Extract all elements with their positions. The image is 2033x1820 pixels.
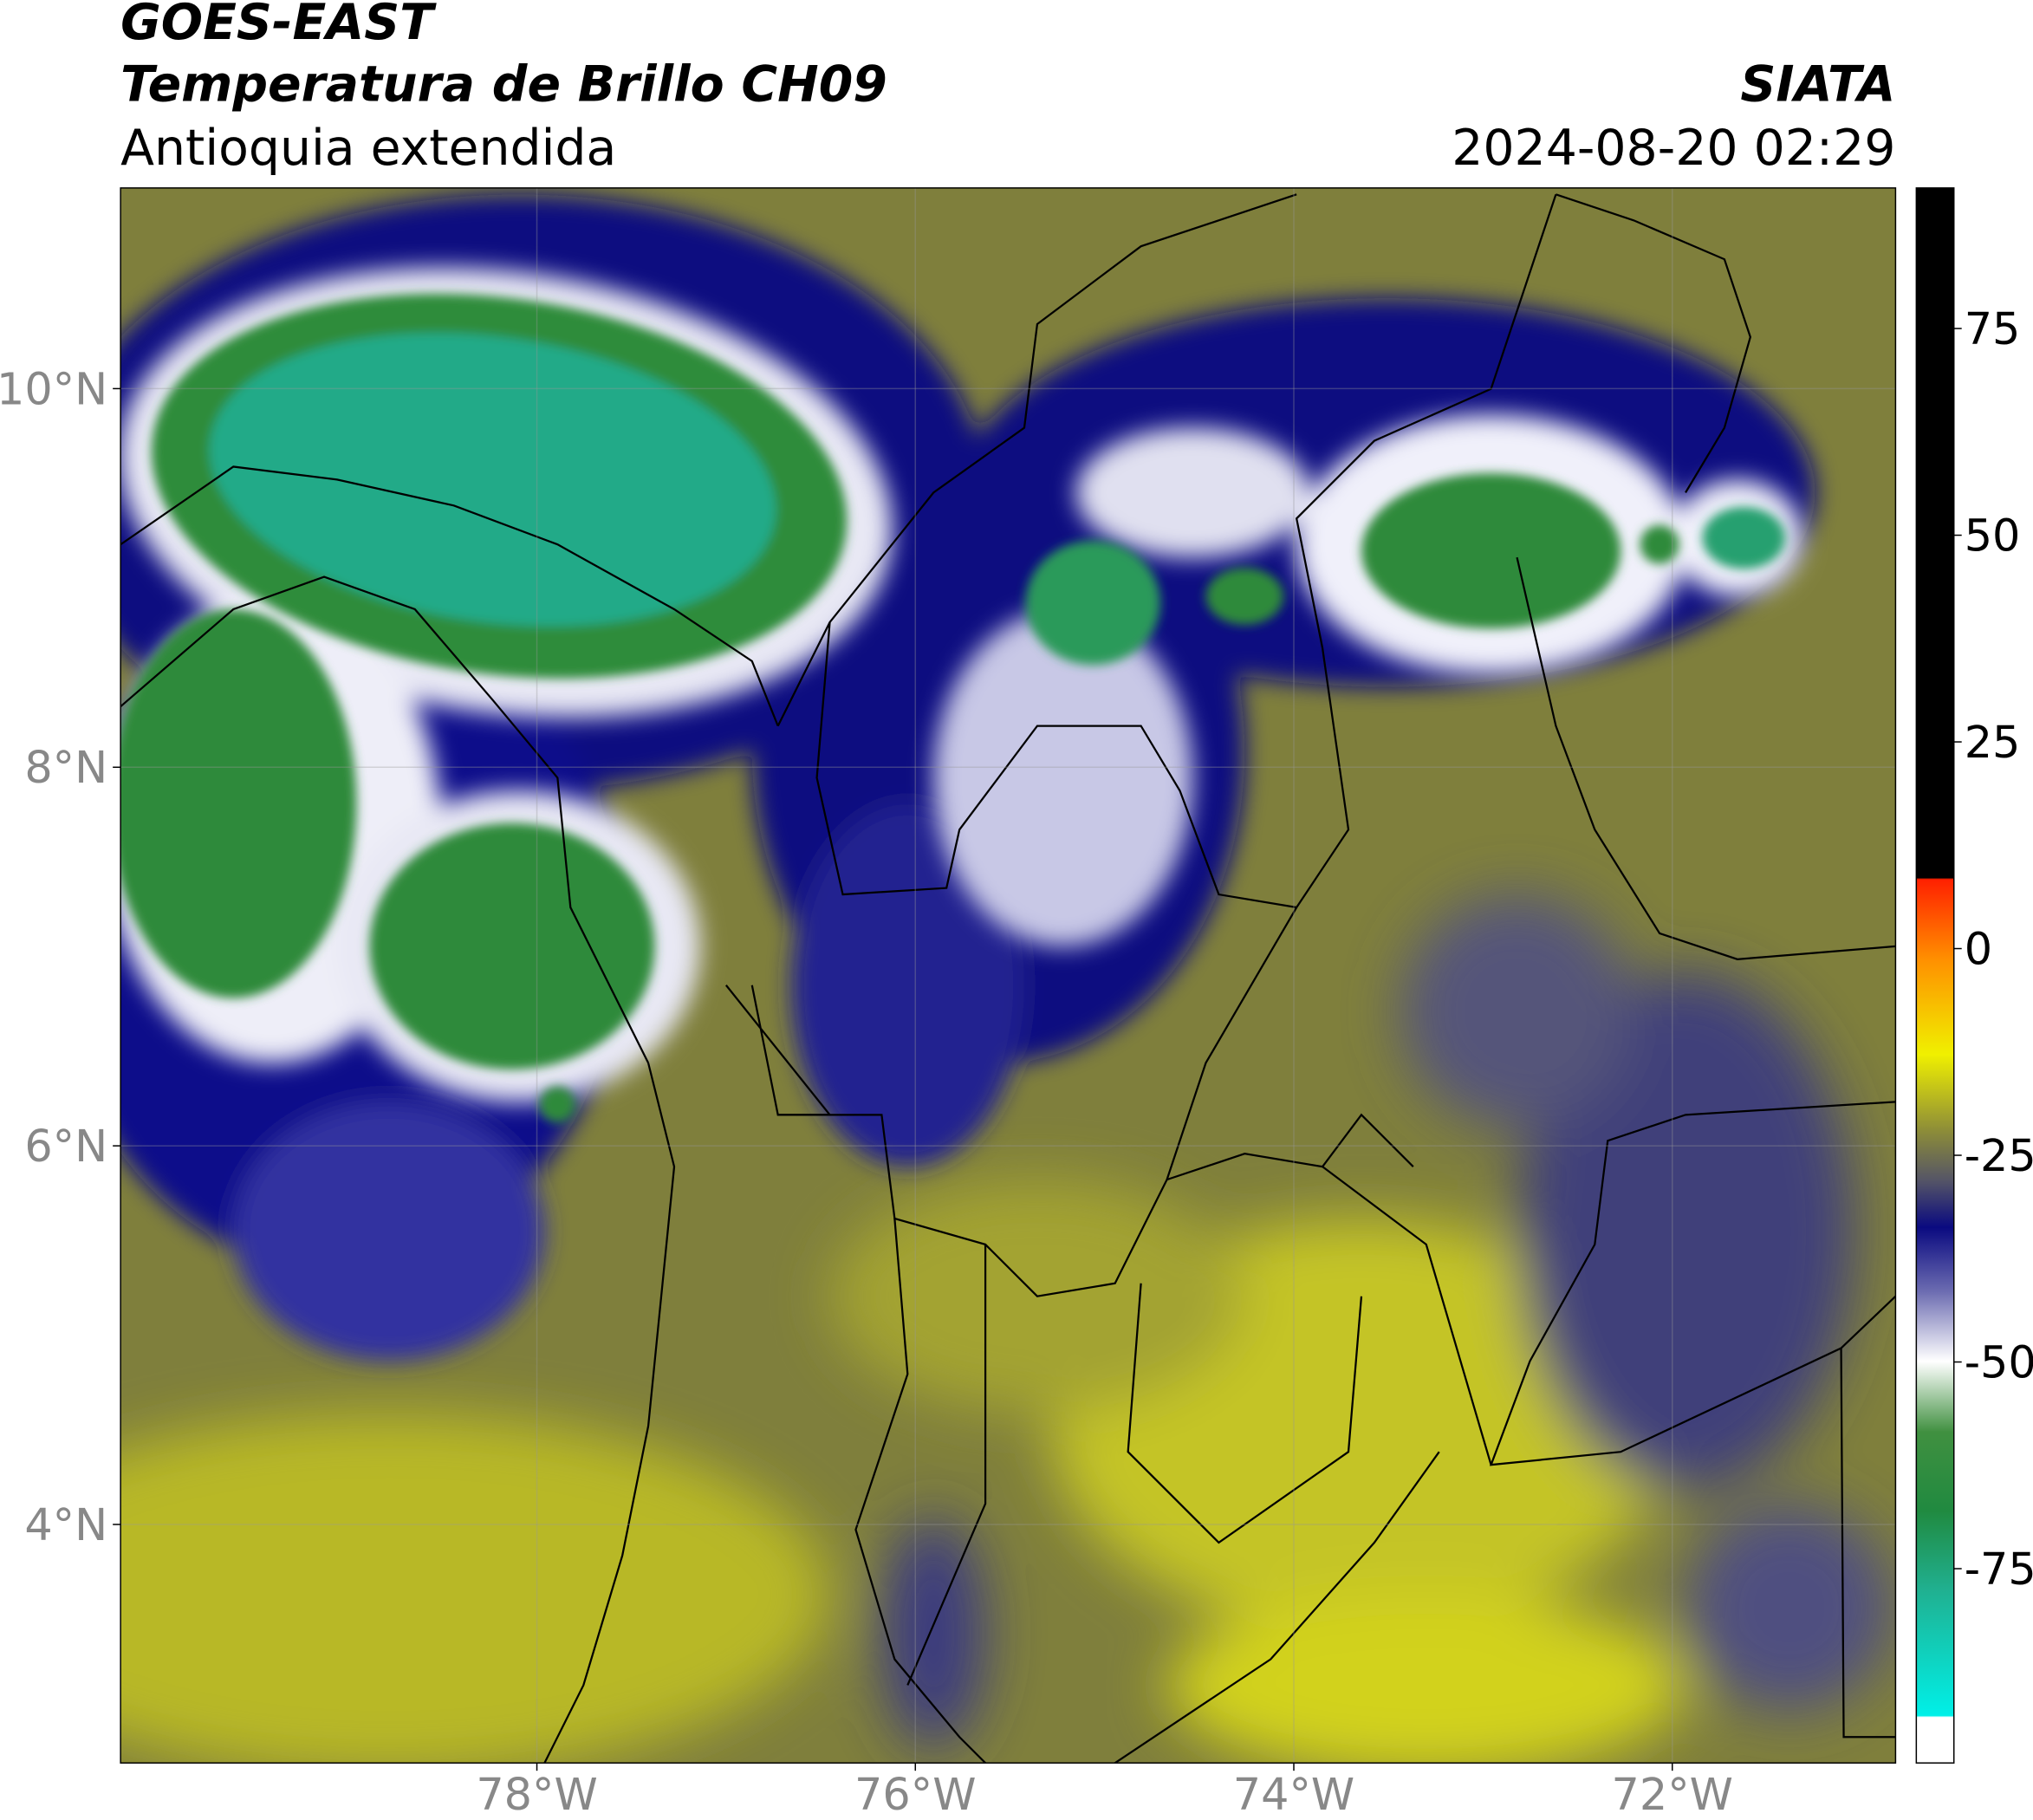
colorbar-tick-label: -50 bbox=[1965, 1336, 2033, 1388]
y-tick-label: 10°N bbox=[0, 363, 107, 414]
region: Antioquia extendida bbox=[120, 120, 616, 177]
subtitle: Temperatura de Brillo CH09 bbox=[120, 56, 887, 114]
x-tick-label: 76°W bbox=[854, 1769, 976, 1820]
title: GOES-EAST bbox=[120, 0, 437, 51]
colorbar-tick-label: 25 bbox=[1965, 717, 2021, 768]
y-tick-label: 8°N bbox=[24, 742, 107, 793]
x-tick-label: 72°W bbox=[1612, 1769, 1733, 1820]
datetime: 2024-08-20 02:29 bbox=[1452, 120, 1895, 177]
map-frame bbox=[120, 187, 1897, 1764]
y-tick-label: 4°N bbox=[24, 1499, 107, 1550]
source: SIATA bbox=[1740, 56, 1895, 114]
grid bbox=[120, 187, 1896, 1764]
colorbar-tick-label: 75 bbox=[1965, 303, 2021, 354]
colorbar-tick-label: 50 bbox=[1965, 510, 2021, 562]
y-tick-label: 6°N bbox=[24, 1121, 107, 1172]
borders bbox=[120, 193, 1896, 1764]
colorbar bbox=[1915, 187, 1955, 1764]
colorbar-tick-label: -25 bbox=[1965, 1130, 2033, 1181]
x-tick-label: 78°W bbox=[476, 1769, 597, 1820]
colorbar-tick-label: -75 bbox=[1965, 1544, 2033, 1595]
colorbar-tick-label: 0 bbox=[1965, 923, 1992, 974]
satellite-image bbox=[120, 187, 1896, 1764]
x-tick-label: 74°W bbox=[1233, 1769, 1354, 1820]
